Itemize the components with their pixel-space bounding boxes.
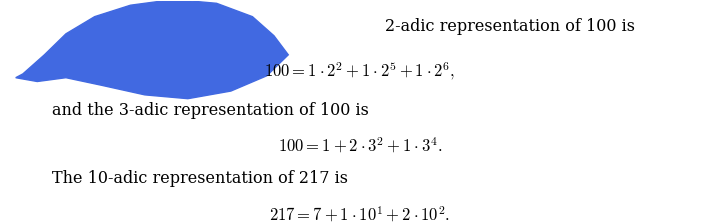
Polygon shape: [16, 0, 288, 99]
Text: 2-adic representation of 100 is: 2-adic representation of 100 is: [385, 18, 635, 35]
Text: and the 3-adic representation of 100 is: and the 3-adic representation of 100 is: [52, 102, 369, 119]
Text: $100 = 1 + 2 \cdot 3^2 + 1 \cdot 3^4.$: $100 = 1 + 2 \cdot 3^2 + 1 \cdot 3^4.$: [278, 136, 442, 155]
Text: The 10-adic representation of 217 is: The 10-adic representation of 217 is: [52, 170, 348, 187]
Text: $100 = 1 \cdot 2^2 + 1 \cdot 2^5 + 1 \cdot 2^6,$: $100 = 1 \cdot 2^2 + 1 \cdot 2^5 + 1 \cd…: [264, 60, 456, 82]
Text: $217 = 7 + 1 \cdot 10^1 + 2 \cdot 10^2.$: $217 = 7 + 1 \cdot 10^1 + 2 \cdot 10^2.$: [269, 205, 451, 224]
